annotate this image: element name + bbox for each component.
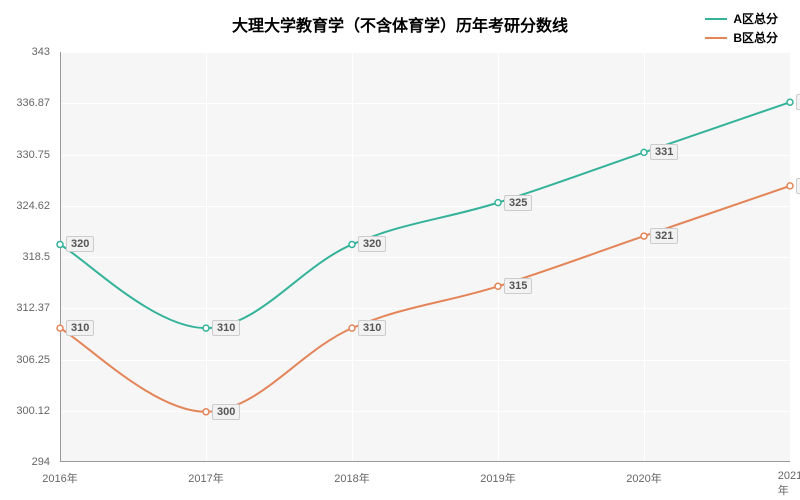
- legend-swatch: [705, 18, 727, 20]
- y-tick-label: 312.37: [2, 302, 50, 314]
- legend-label: B区总分: [733, 29, 778, 46]
- x-tick-label: 2018年: [334, 470, 369, 486]
- legend-item: A区总分: [705, 10, 778, 27]
- y-tick-label: 324.62: [2, 200, 50, 212]
- y-tick-label: 306.25: [2, 354, 50, 366]
- data-point: [641, 149, 647, 155]
- data-label: 300: [212, 404, 240, 420]
- data-label: 331: [650, 144, 678, 160]
- series-line: [60, 102, 790, 328]
- data-point: [349, 325, 355, 331]
- data-label: 337: [796, 94, 800, 110]
- x-tick-label: 2017年: [188, 470, 223, 486]
- data-label: 310: [358, 320, 386, 336]
- plot-area: 294300.12306.25312.37318.5324.62330.7533…: [60, 52, 790, 462]
- data-label: 320: [358, 236, 386, 252]
- legend: A区总分 B区总分: [705, 10, 778, 48]
- x-tick-label: 2021年: [778, 470, 800, 498]
- legend-swatch: [705, 37, 727, 39]
- x-tick-label: 2016年: [42, 470, 77, 486]
- y-tick-label: 343: [2, 46, 50, 58]
- y-tick-label: 330.75: [2, 149, 50, 161]
- chart-container: 大理大学教育学（不含体育学）历年考研分数线 A区总分B区总分 294300.12…: [0, 0, 800, 500]
- series-line: [60, 186, 790, 412]
- data-point: [787, 99, 793, 105]
- x-tick-label: 2020年: [626, 470, 661, 486]
- data-label: 320: [66, 236, 94, 252]
- y-tick-label: 336.87: [2, 97, 50, 109]
- gridline-v: [790, 52, 791, 462]
- data-point: [641, 233, 647, 239]
- x-tick-label: 2019年: [480, 470, 515, 486]
- data-point: [57, 325, 63, 331]
- y-tick-label: 294: [2, 456, 50, 468]
- data-label: 327: [796, 178, 800, 194]
- legend-label: A区总分: [733, 10, 778, 27]
- data-point: [203, 409, 209, 415]
- data-point: [57, 241, 63, 247]
- legend-item: B区总分: [705, 29, 778, 46]
- data-label: 315: [504, 278, 532, 294]
- data-label: 321: [650, 228, 678, 244]
- y-tick-label: 318.5: [2, 251, 50, 263]
- chart-title: 大理大学教育学（不含体育学）历年考研分数线: [232, 12, 568, 36]
- data-point: [495, 283, 501, 289]
- gridline-h: [60, 462, 790, 463]
- data-label: 310: [66, 320, 94, 336]
- y-tick-label: 300.12: [2, 405, 50, 417]
- data-label: 310: [212, 320, 240, 336]
- data-point: [203, 325, 209, 331]
- data-point: [787, 183, 793, 189]
- plot-svg: [60, 52, 790, 462]
- data-point: [495, 200, 501, 206]
- data-point: [349, 241, 355, 247]
- data-label: 325: [504, 195, 532, 211]
